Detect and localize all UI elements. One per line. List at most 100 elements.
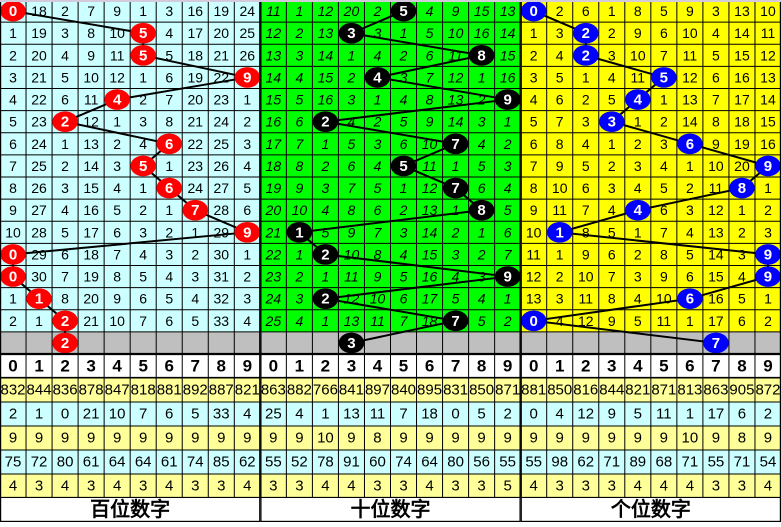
svg-text:4: 4 [112, 357, 122, 376]
svg-text:8: 8 [113, 269, 121, 285]
svg-text:1: 1 [400, 25, 408, 41]
svg-text:4: 4 [113, 478, 121, 495]
svg-text:8: 8 [61, 291, 69, 307]
svg-text:1: 1 [738, 202, 746, 218]
svg-text:3: 3 [295, 291, 303, 307]
svg-text:15: 15 [318, 69, 334, 85]
svg-text:7: 7 [711, 357, 720, 376]
svg-text:6: 6 [660, 25, 668, 41]
svg-text:5: 5 [61, 224, 69, 240]
svg-text:4: 4 [113, 92, 122, 109]
svg-text:15: 15 [760, 114, 776, 130]
svg-text:17: 17 [187, 25, 203, 41]
svg-text:22: 22 [265, 246, 282, 262]
svg-text:14: 14 [734, 25, 750, 41]
svg-text:3: 3 [452, 246, 460, 262]
svg-text:2: 2 [113, 136, 121, 152]
svg-text:9: 9 [113, 430, 121, 447]
svg-text:17: 17 [734, 92, 750, 108]
svg-text:9: 9 [608, 406, 616, 423]
svg-text:9: 9 [35, 430, 43, 447]
svg-text:2: 2 [60, 357, 69, 376]
svg-text:3: 3 [374, 136, 382, 152]
svg-text:6: 6 [738, 313, 746, 329]
svg-text:98: 98 [551, 454, 568, 471]
svg-text:0: 0 [8, 357, 17, 376]
svg-text:8: 8 [738, 180, 746, 197]
svg-text:9: 9 [634, 430, 642, 447]
svg-text:6: 6 [686, 136, 694, 153]
svg-text:821: 821 [235, 382, 260, 399]
svg-text:4: 4 [243, 406, 251, 423]
svg-text:55: 55 [499, 454, 516, 471]
svg-text:4: 4 [633, 357, 643, 376]
svg-text:844: 844 [27, 382, 52, 399]
svg-text:6: 6 [348, 158, 356, 174]
svg-text:4: 4 [165, 25, 173, 41]
svg-text:3: 3 [191, 269, 199, 285]
svg-text:7: 7 [191, 202, 199, 219]
svg-text:4: 4 [556, 313, 564, 329]
svg-text:10: 10 [552, 180, 568, 196]
svg-text:4: 4 [556, 406, 564, 423]
svg-text:4: 4 [243, 478, 251, 495]
svg-text:15: 15 [83, 180, 99, 196]
svg-text:4: 4 [374, 158, 382, 174]
svg-text:897: 897 [365, 382, 390, 399]
svg-text:6: 6 [113, 224, 121, 240]
svg-text:840: 840 [391, 382, 416, 399]
svg-text:3: 3 [295, 47, 303, 63]
svg-text:1: 1 [295, 246, 303, 262]
svg-text:78: 78 [317, 454, 334, 471]
svg-text:4: 4 [634, 92, 643, 109]
svg-text:25: 25 [265, 313, 282, 329]
svg-text:5: 5 [399, 158, 407, 175]
svg-text:18: 18 [83, 246, 99, 262]
svg-text:5: 5 [556, 69, 564, 85]
svg-text:7: 7 [165, 92, 173, 108]
svg-text:4: 4 [295, 406, 303, 423]
svg-text:4: 4 [373, 69, 382, 86]
svg-text:9: 9 [217, 430, 225, 447]
svg-text:61: 61 [161, 454, 178, 471]
svg-text:24: 24 [265, 291, 282, 307]
svg-text:11: 11 [110, 47, 125, 63]
svg-text:十位数字: 十位数字 [351, 497, 431, 521]
svg-text:15: 15 [474, 3, 490, 19]
svg-text:8: 8 [165, 114, 173, 130]
svg-text:9: 9 [139, 430, 147, 447]
svg-text:10: 10 [682, 25, 698, 41]
svg-text:16: 16 [474, 25, 490, 41]
svg-text:6: 6 [478, 180, 486, 196]
svg-text:10: 10 [109, 313, 125, 329]
svg-text:4: 4 [191, 291, 199, 307]
svg-text:3: 3 [243, 136, 251, 152]
svg-text:0: 0 [269, 357, 278, 376]
svg-text:5: 5 [165, 291, 173, 307]
svg-text:25: 25 [240, 25, 256, 41]
svg-text:847: 847 [105, 382, 130, 399]
svg-text:1: 1 [9, 25, 17, 41]
svg-text:10: 10 [682, 430, 699, 447]
svg-text:4: 4 [712, 25, 720, 41]
svg-text:7: 7 [530, 158, 538, 174]
svg-text:3: 3 [322, 180, 330, 196]
svg-text:28: 28 [213, 202, 229, 218]
svg-text:3: 3 [712, 478, 720, 495]
svg-text:8: 8 [634, 3, 642, 19]
svg-text:9: 9 [243, 357, 252, 376]
svg-text:2: 2 [581, 357, 590, 376]
svg-text:0: 0 [530, 406, 538, 423]
svg-text:1: 1 [400, 180, 408, 196]
svg-text:6: 6 [686, 269, 694, 285]
svg-text:4: 4 [113, 180, 121, 196]
svg-text:5: 5 [61, 69, 69, 85]
svg-text:8: 8 [9, 180, 17, 196]
svg-text:3: 3 [582, 478, 590, 495]
svg-text:85: 85 [213, 454, 230, 471]
svg-text:9: 9 [347, 430, 355, 447]
svg-text:2: 2 [9, 47, 17, 63]
svg-text:8: 8 [426, 92, 434, 108]
svg-text:5: 5 [9, 114, 17, 130]
svg-text:1: 1 [113, 114, 121, 130]
